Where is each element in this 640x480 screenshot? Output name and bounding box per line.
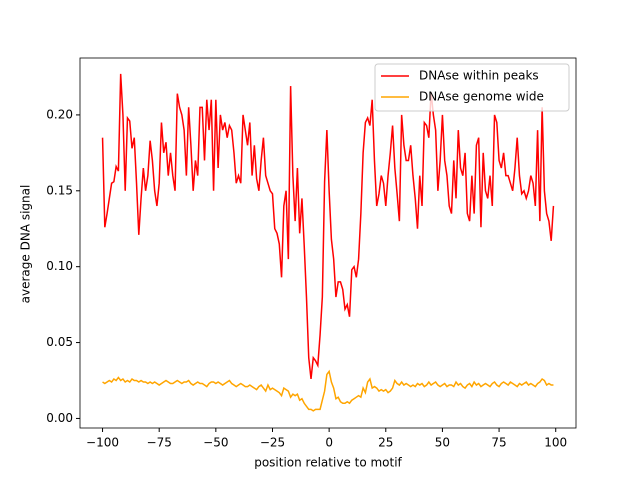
x-tick-label: 100 (544, 436, 567, 450)
y-tick-label: 0.10 (46, 259, 73, 273)
legend-label: DNAse genome wide (419, 90, 544, 104)
x-tick-label: 75 (491, 436, 506, 450)
legend-label: DNAse within peaks (419, 69, 539, 83)
y-axis-label: average DNA signal (19, 185, 33, 304)
x-tick-label: 50 (435, 436, 450, 450)
x-axis-label: position relative to motif (254, 456, 402, 470)
legend-box (374, 63, 570, 112)
x-tick-label: 0 (325, 436, 333, 450)
y-tick-label: 0.00 (46, 411, 73, 425)
x-tick-label: −50 (203, 436, 228, 450)
data-line (101, 73, 555, 380)
plot-frame (79, 57, 577, 429)
y-tick-label: 0.20 (46, 107, 73, 121)
y-tick-label: 0.05 (46, 335, 73, 349)
x-tick-label: −100 (86, 436, 119, 450)
y-tick-label: 0.15 (46, 183, 73, 197)
x-tick-label: 25 (378, 436, 393, 450)
data-line (102, 369, 554, 412)
x-tick-label: −75 (147, 436, 172, 450)
x-tick-label: −25 (260, 436, 285, 450)
